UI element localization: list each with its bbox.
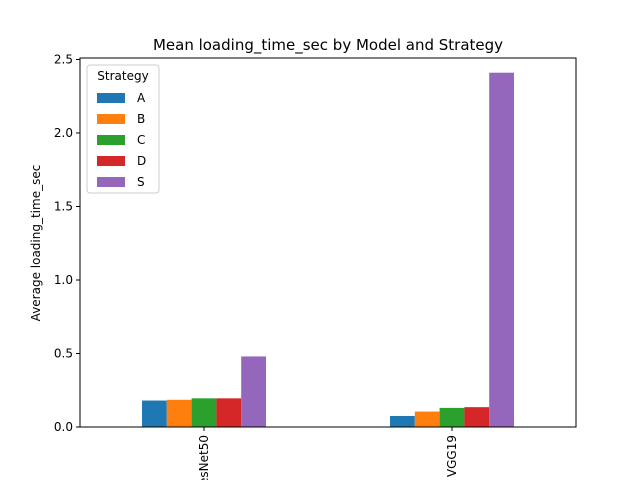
legend-swatch-C: [97, 135, 125, 145]
bar-A-ResNet50: [142, 400, 167, 427]
y-tick-label: 0.0: [54, 420, 73, 434]
bar-D-VGG19: [464, 407, 490, 427]
chart-title: Mean loading_time_sec by Model and Strat…: [153, 36, 503, 55]
legend-label-S: S: [137, 175, 145, 189]
legend-title: Strategy: [97, 69, 148, 83]
legend-swatch-B: [97, 114, 125, 124]
legend-box: [86, 64, 160, 194]
ticks-group: 0.0 0.5 1.0 1.5 2.0 2.5 ResNet50 VGG19: [54, 52, 459, 485]
axes-frame: [79, 57, 577, 428]
bar-A-VGG19: [390, 415, 415, 427]
legend-label-A: A: [137, 91, 146, 105]
legend-label-D: D: [137, 154, 146, 168]
legend-label-B: B: [137, 112, 145, 126]
legend-swatch-A: [97, 93, 125, 103]
bar-B-VGG19: [414, 411, 440, 427]
y-tick-label: 2.0: [54, 126, 73, 140]
x-tick-label: ResNet50: [197, 435, 211, 480]
bar-B-ResNet50: [166, 399, 192, 427]
y-tick-label: 0.5: [54, 346, 73, 360]
bars-group: [142, 72, 514, 427]
y-tick-label: 2.5: [54, 52, 73, 66]
bar-S-ResNet50: [241, 356, 266, 427]
bar-D-ResNet50: [216, 398, 242, 427]
y-tick-label: 1.0: [54, 273, 73, 287]
x-tick-label: VGG19: [445, 435, 459, 477]
legend-swatch-S: [97, 177, 125, 187]
bar-C-ResNet50: [191, 398, 217, 427]
bar-S-VGG19: [489, 72, 514, 427]
legend-label-C: C: [137, 133, 145, 147]
legend-swatch-D: [97, 156, 125, 166]
y-axis-label: Average loading_time_sec: [29, 165, 43, 322]
y-tick-label: 1.5: [54, 199, 73, 213]
bar-C-VGG19: [439, 407, 465, 427]
